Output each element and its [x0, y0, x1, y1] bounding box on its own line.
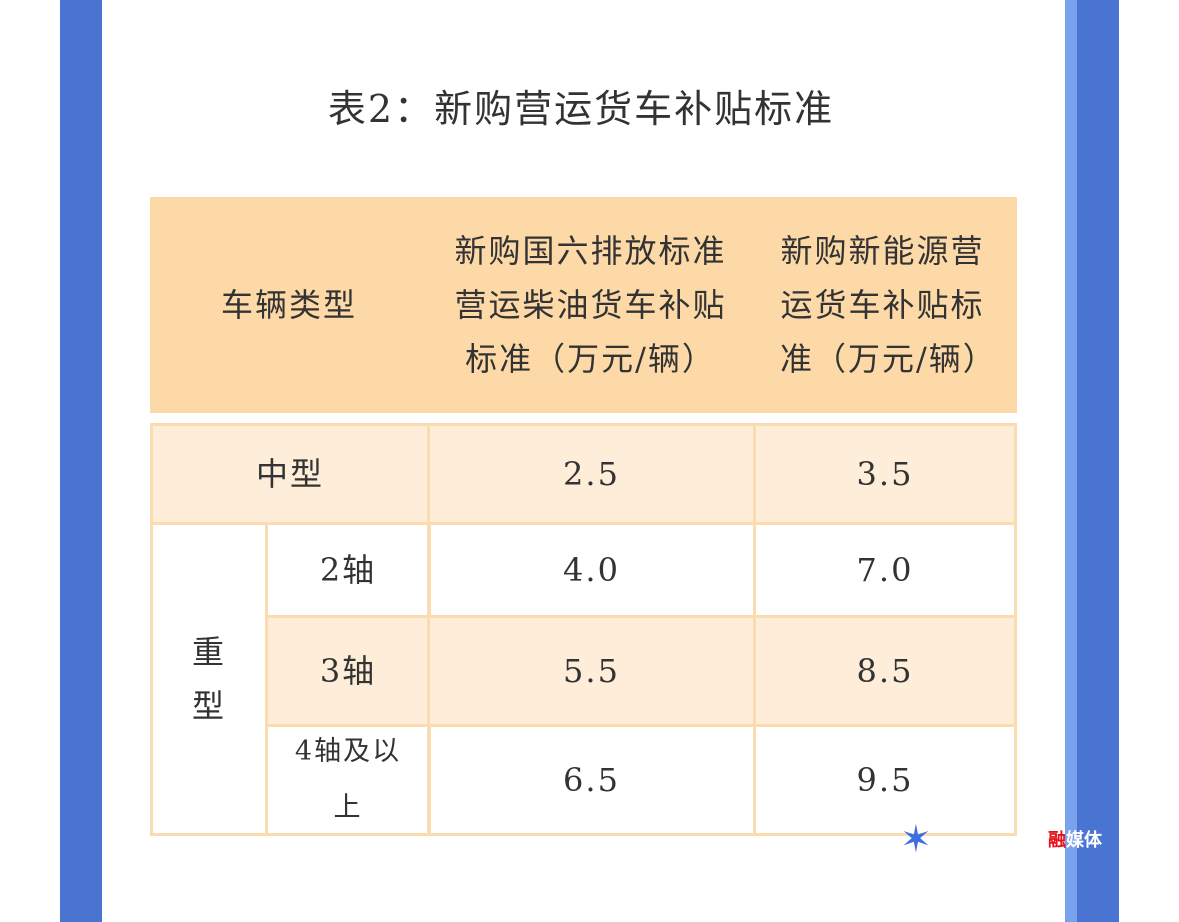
header-ev-subsidy: 新购新能源营运货车补贴标准（万元/辆） — [780, 232, 997, 378]
medium-label: 中型 — [150, 423, 430, 525]
watermark-text: 融媒体 — [1048, 830, 1102, 851]
heavy-label: 重型 — [150, 522, 268, 836]
medium-ev-value: 3.5 — [753, 423, 1017, 525]
header-diesel-subsidy: 新购国六排放标准营运柴油货车补贴标准（万元/辆） — [454, 232, 727, 378]
table-title: 表2：新购营运货车补贴标准 — [327, 87, 835, 131]
right-blue-bar — [1077, 0, 1119, 922]
left-blue-bar — [60, 0, 102, 922]
right-light-bar — [1065, 0, 1077, 922]
axle-3-label: 3轴 — [265, 615, 431, 727]
header-vehicle-type: 车辆类型 — [220, 285, 357, 324]
axle-4-label: 4轴及以上 — [265, 724, 431, 836]
watermark-logo-icon: ✶ — [900, 817, 932, 861]
table-header — [150, 197, 1017, 413]
axle-2-label: 2轴 — [265, 522, 431, 618]
axle-4-ev-value: 9.5 — [753, 724, 1017, 836]
axle-4-diesel-value: 6.5 — [427, 724, 756, 836]
axle-3-diesel-value: 5.5 — [427, 615, 756, 727]
axle-3-ev-value: 8.5 — [753, 615, 1017, 727]
axle-2-diesel-value: 4.0 — [427, 522, 756, 618]
medium-diesel-value: 2.5 — [427, 423, 756, 525]
axle-2-ev-value: 7.0 — [753, 522, 1017, 618]
